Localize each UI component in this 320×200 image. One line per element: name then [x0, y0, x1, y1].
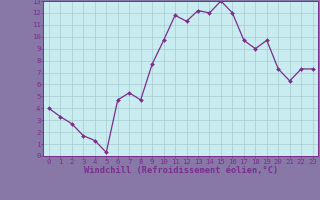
X-axis label: Windchill (Refroidissement éolien,°C): Windchill (Refroidissement éolien,°C) [84, 166, 278, 175]
